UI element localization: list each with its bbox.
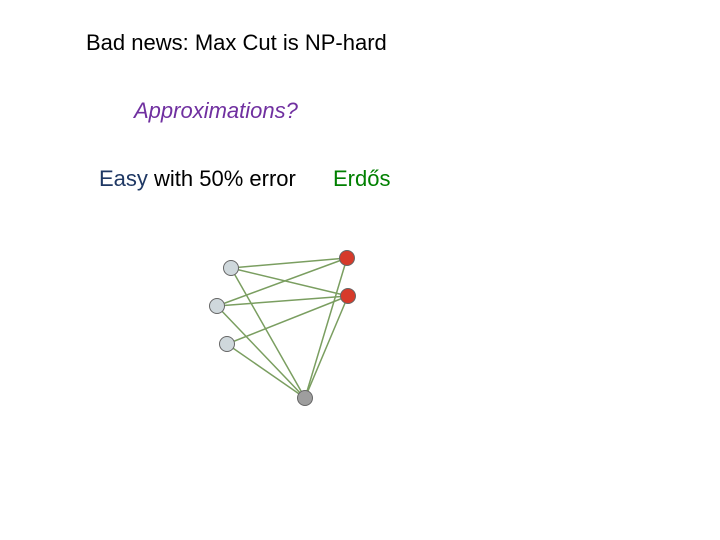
graph-edge (217, 296, 348, 306)
graph-edge (217, 306, 305, 398)
graph-edge (231, 268, 348, 296)
title-part1: Bad news: (86, 30, 195, 55)
easy-part1: Easy (99, 166, 154, 191)
graph-edge (227, 296, 348, 344)
slide: Bad news: Max Cut is NP-hard Approximati… (0, 0, 720, 540)
graph-node-r2 (340, 288, 356, 304)
graph-edges (0, 0, 720, 540)
graph-node-g1 (223, 260, 239, 276)
graph-node-b1 (297, 390, 313, 406)
graph-edge (231, 258, 347, 268)
approximations-text: Approximations? (134, 98, 298, 124)
title-line: Bad news: Max Cut is NP-hard (86, 30, 387, 56)
graph-node-g2 (209, 298, 225, 314)
graph-edge (227, 344, 305, 398)
graph-node-r1 (339, 250, 355, 266)
easy-line: Easy with 50% error (99, 166, 296, 192)
author-text: Erdős (333, 166, 390, 192)
easy-part2: with 50% error (154, 166, 296, 191)
graph-edge (305, 258, 347, 398)
title-part2: Max Cut is NP-hard (195, 30, 387, 55)
graph-node-g3 (219, 336, 235, 352)
graph-edge (305, 296, 348, 398)
graph-edge (231, 268, 305, 398)
